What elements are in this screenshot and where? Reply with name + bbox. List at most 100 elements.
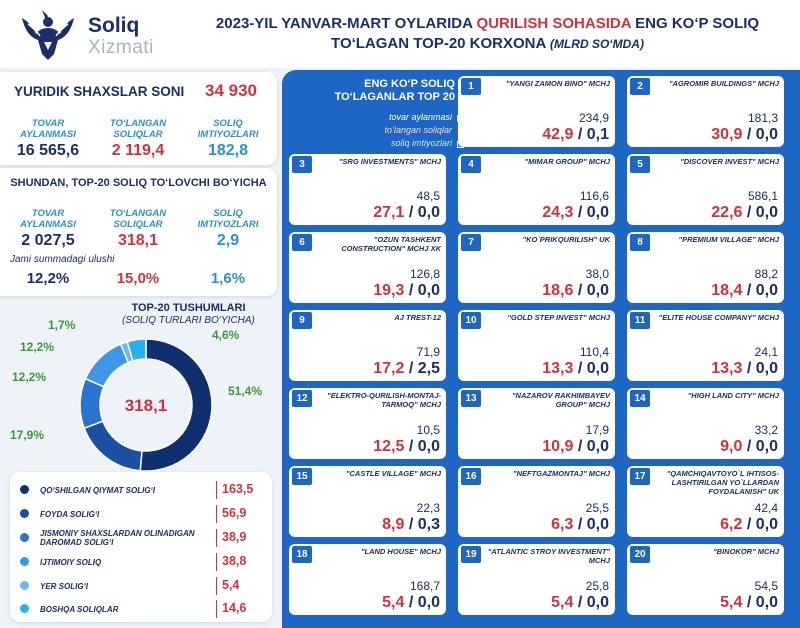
company-turnover: 10,5 <box>416 423 440 437</box>
company-tax: 42,9 <box>542 126 574 143</box>
slice-profit <box>83 420 143 472</box>
company-tax: 9,0 <box>720 438 743 455</box>
entities-card: YURIDIK SHAXSLAR SONI 34 930 TOVAR AYLAN… <box>0 72 277 165</box>
company-benefit: 2,5 <box>417 360 440 377</box>
company-rank: 15 <box>292 468 312 485</box>
company-benefit: 0,0 <box>417 438 440 455</box>
company-benefit: 0,0 <box>417 282 440 299</box>
company-tax: 5,4 <box>720 594 743 611</box>
company-turnover: 586,1 <box>747 189 778 203</box>
legend-value: 38,9 <box>222 530 247 544</box>
slice-vat <box>139 338 213 472</box>
company-separator: / <box>742 282 756 299</box>
company-tax-benefit: 5,4 / 0,0 <box>551 594 609 612</box>
company-separator: / <box>573 204 587 221</box>
company-name: "CASTLE VILLAGE" MCHJ <box>345 469 441 478</box>
tax-legend: QO‘SHILGAN QIYMAT SOLIG‘I 163,5 FOYDA SO… <box>10 472 272 622</box>
share-benefits: 1,6% <box>210 270 246 287</box>
page-title: 2023-YIL YANVAR-MART OYLARIDA QURILISH S… <box>180 14 795 54</box>
company-tax-benefit: 27,1 / 0,0 <box>373 204 440 222</box>
company-card: 7 "KO`PRIKQURILISH" UK 38,0 18,6 / 0,0 <box>458 232 615 303</box>
legend-row: JISMONIY SHAXSLARDAN OLINADIGAN DAROMAD … <box>10 526 272 550</box>
company-rank: 17 <box>630 468 650 485</box>
company-name: "HIGH LAND CITY" MCHJ <box>687 391 779 400</box>
company-tax: 30,9 <box>711 126 743 143</box>
pct-label-vat: 51,4% <box>228 384 263 398</box>
company-card: 9 AJ TREST-12 71,9 17,2 / 2,5 <box>289 310 446 381</box>
donut-chart: 318,1 <box>79 338 213 472</box>
company-tax: 5,4 <box>382 594 405 611</box>
company-benefit: 0,0 <box>755 516 778 533</box>
company-turnover: 38,0 <box>585 267 609 281</box>
company-turnover: 25,5 <box>585 501 609 515</box>
company-turnover: 25,8 <box>585 579 609 593</box>
company-turnover: 22,3 <box>416 501 440 515</box>
company-card: 15 "CASTLE VILLAGE" MCHJ 22,3 8,9 / 0,3 <box>289 466 446 537</box>
legend-row: QO‘SHILGAN QIYMAT SOLIG‘I 163,5 <box>10 478 272 502</box>
top20-value-taxes: 318,1 <box>117 232 159 249</box>
company-tax: 24,3 <box>542 204 574 221</box>
company-card: 14 "HIGH LAND CITY" MCHJ 33,2 9,0 / 0,0 <box>627 388 784 459</box>
entities-title: YURIDIK SHAXSLAR SONI <box>14 84 185 99</box>
company-rank: 1 <box>461 78 481 95</box>
company-turnover: 181,3 <box>747 111 778 125</box>
legend-dot <box>20 581 29 590</box>
company-tax: 18,6 <box>542 282 574 299</box>
legend-label: YER SOLIG‘I <box>40 581 89 591</box>
entities-count: 34 930 <box>205 81 257 100</box>
company-turnover: 24,1 <box>754 345 778 359</box>
company-card: 10 "GOLD STEP INVEST" MCHJ 110,4 13,3 / 0,0 <box>458 310 615 381</box>
company-name: "NAZAROV RAKHIMBAYEV GROUP" MCHJ <box>511 391 610 409</box>
company-rank: 3 <box>292 156 312 173</box>
company-tax-benefit: 13,3 / 0,0 <box>542 360 609 378</box>
company-tax: 13,3 <box>711 360 743 377</box>
company-benefit: 0,0 <box>417 204 440 221</box>
company-separator: / <box>573 282 587 299</box>
share-turnover: 12,2% <box>26 270 70 287</box>
company-tax-benefit: 9,0 / 0,0 <box>720 438 778 456</box>
company-tax: 6,3 <box>551 516 574 533</box>
company-rank: 20 <box>630 546 650 563</box>
company-separator: / <box>573 360 587 377</box>
donut-title-text: TOP-20 TUSHUMLARI <box>131 302 246 314</box>
company-tax: 18,4 <box>711 282 743 299</box>
company-benefit: 0,3 <box>417 516 440 533</box>
company-card: 4 "MIMAR GROUP" MCHJ 116,6 24,3 / 0,0 <box>458 154 615 225</box>
pct-label-other: 4,6% <box>212 328 240 342</box>
company-turnover: 54,5 <box>754 579 778 593</box>
company-rank: 7 <box>461 234 481 251</box>
company-turnover: 42,4 <box>754 501 778 515</box>
legend-value: 5,4 <box>222 578 240 592</box>
legend-label: QO‘SHILGAN QIYMAT SOLIG‘I <box>40 485 155 495</box>
company-benefit: 0,0 <box>586 204 609 221</box>
mini-legend-benefits: soliq imtiyozlari <box>390 138 452 148</box>
company-separator: / <box>742 594 756 611</box>
company-benefit: 0,0 <box>755 282 778 299</box>
pct-label-income: 12,2% <box>12 370 47 384</box>
company-name: "ELEKTRO-QURILISH-MONTAJ-TARMOQ" MCHJ <box>327 391 441 409</box>
company-rank: 8 <box>630 234 650 251</box>
panel-title: ENG KO‘P SOLIQ TO‘LAGANLAR TOP 20 <box>334 78 455 103</box>
company-name: "QAMCHIQAVTOYO`L IHTISOS-LASHTIRILGAN YO… <box>666 469 779 496</box>
top20-card: SHUNDAN, TOP-20 SOLIQ TO‘LOVCHI BO‘YICHA… <box>0 168 277 296</box>
company-tax-benefit: 5,4 / 0,0 <box>720 594 778 612</box>
company-rank: 9 <box>292 312 312 329</box>
top20-title: SHUNDAN, TOP-20 SOLIQ TO‘LOVCHI BO‘YICHA <box>10 177 267 189</box>
company-separator: / <box>742 438 756 455</box>
company-tax-benefit: 30,9 / 0,0 <box>711 126 778 144</box>
legend-label: FOYDA SOLIG‘I <box>40 509 100 519</box>
company-separator: / <box>742 204 756 221</box>
company-benefit: 0,0 <box>586 282 609 299</box>
company-separator: / <box>573 594 587 611</box>
company-tax: 12,5 <box>373 438 405 455</box>
company-separator: / <box>404 282 418 299</box>
title-line2: TO‘LAGAN TOP-20 KORXONA <box>331 35 546 52</box>
company-tax-benefit: 17,2 / 2,5 <box>373 360 440 378</box>
entities-value-taxes: 2 119,4 <box>111 142 165 159</box>
donut-subtitle: (SOLIQ TURLARI BO‘YICHA) <box>122 315 255 326</box>
legend-dot <box>20 604 29 613</box>
company-benefit: 0,0 <box>586 438 609 455</box>
company-tax-benefit: 6,3 / 0,0 <box>551 516 609 534</box>
header: Soliq Xizmati 2023-YIL YANVAR-MART OYLAR… <box>0 0 800 68</box>
company-name: "MIMAR GROUP" MCHJ <box>524 157 610 166</box>
